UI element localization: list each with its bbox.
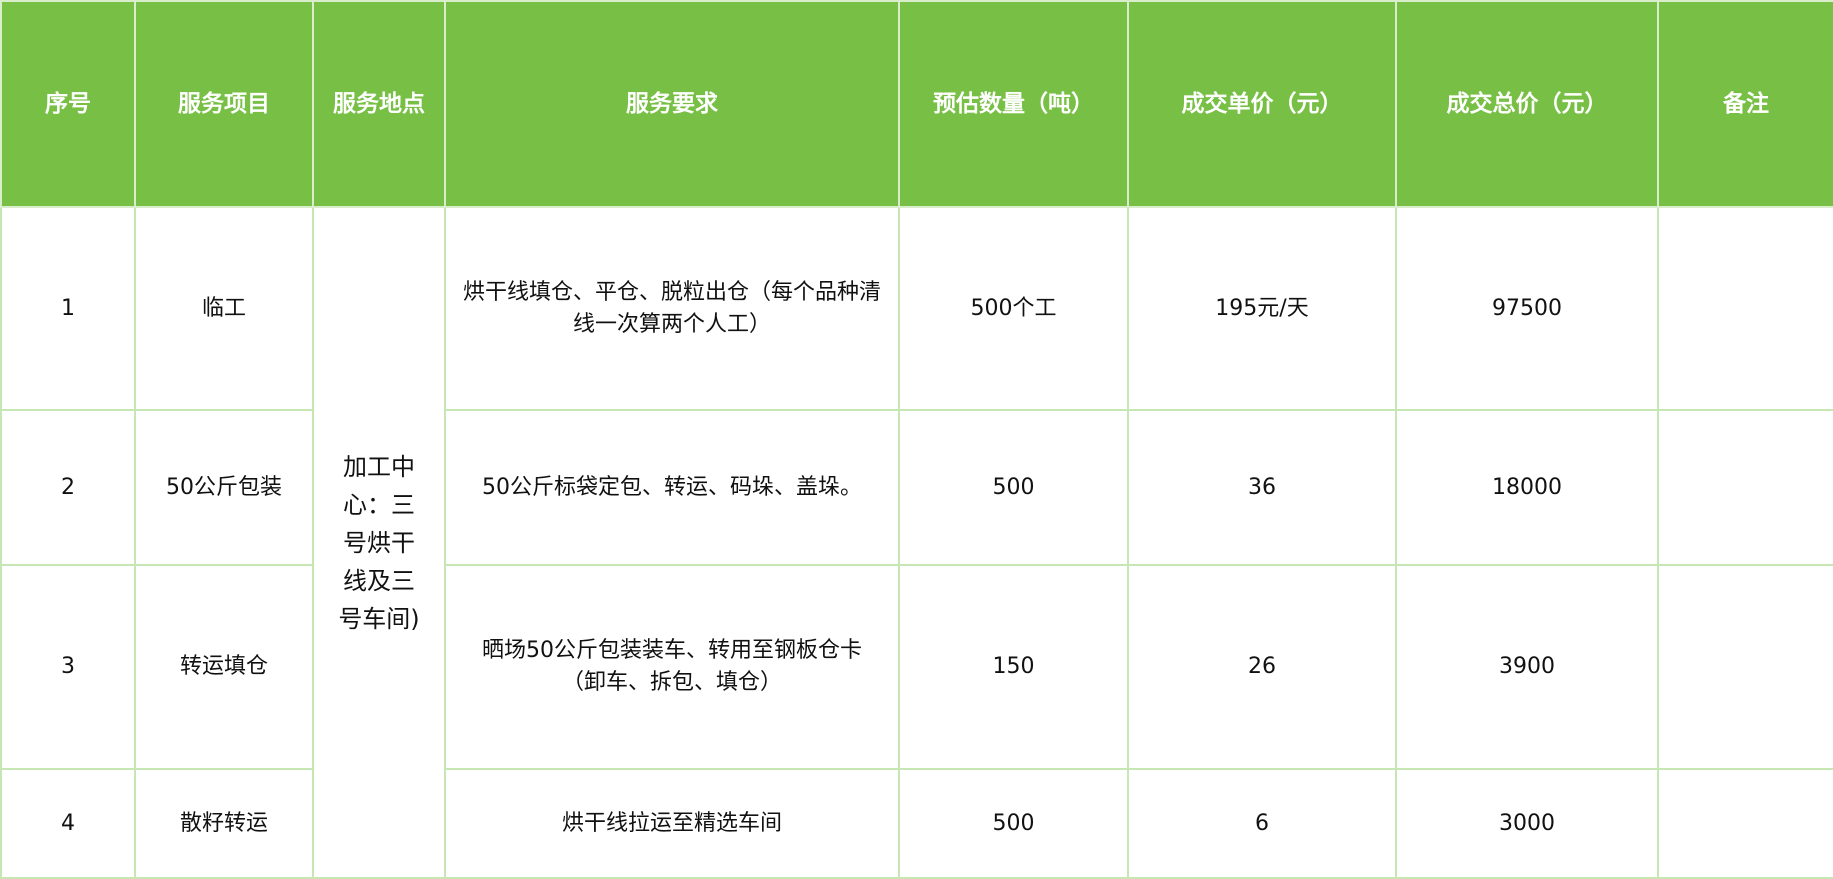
cell-requirement: 50公斤标袋定包、转运、码垛、盖垛。	[444, 409, 900, 566]
header-location: 服务地点	[312, 0, 446, 208]
cell-location: 加工中心：三号烘干线及三号车间)	[312, 206, 446, 879]
cell-item: 50公斤包装	[134, 409, 314, 566]
cell-quantity: 500	[898, 768, 1129, 879]
header-item: 服务项目	[134, 0, 314, 208]
cell-remark	[1657, 409, 1833, 566]
cell-remark	[1657, 206, 1833, 411]
header-total: 成交总价（元）	[1395, 0, 1659, 208]
cell-no: 3	[0, 564, 136, 770]
cell-requirement: 晒场50公斤包装装车、转用至钢板仓卡（卸车、拆包、填仓）	[444, 564, 900, 770]
cell-quantity: 150	[898, 564, 1129, 770]
cell-no: 2	[0, 409, 136, 566]
cell-total: 3900	[1395, 564, 1659, 770]
table-row: 1 临工 加工中心：三号烘干线及三号车间) 烘干线填仓、平仓、脱粒出仓（每个品种…	[0, 206, 1833, 879]
header-quantity: 预估数量（吨）	[898, 0, 1129, 208]
cell-no: 1	[0, 206, 136, 411]
cell-remark	[1657, 768, 1833, 879]
header-unit-price: 成交单价（元）	[1127, 0, 1397, 208]
cell-remark	[1657, 564, 1833, 770]
cell-item: 转运填仓	[134, 564, 314, 770]
cell-no: 4	[0, 768, 136, 879]
cell-quantity: 500	[898, 409, 1129, 566]
table-row: 4 散籽转运 烘干线拉运至精选车间 500 6 3000	[0, 768, 1833, 879]
cell-total: 18000	[1395, 409, 1659, 566]
cell-unit-price: 36	[1127, 409, 1397, 566]
cell-total: 3000	[1395, 768, 1659, 879]
header-remark: 备注	[1657, 0, 1833, 208]
cell-item: 临工	[134, 206, 314, 411]
header-no: 序号	[0, 0, 136, 208]
cell-requirement: 烘干线填仓、平仓、脱粒出仓（每个品种清线一次算两个人工）	[444, 206, 900, 411]
cell-requirement: 烘干线拉运至精选车间	[444, 768, 900, 879]
cell-unit-price: 26	[1127, 564, 1397, 770]
cell-total: 97500	[1395, 206, 1659, 411]
header-requirement: 服务要求	[444, 0, 900, 208]
cell-quantity: 500个工	[898, 206, 1129, 411]
cell-unit-price: 195元/天	[1127, 206, 1397, 411]
table-row: 3 转运填仓 晒场50公斤包装装车、转用至钢板仓卡（卸车、拆包、填仓） 150 …	[0, 564, 1833, 770]
header-row: 序号 服务项目 服务地点 服务要求 预估数量（吨） 成交单价（元） 成交总价（元…	[0, 0, 1833, 208]
cell-unit-price: 6	[1127, 768, 1397, 879]
table-row: 2 50公斤包装 50公斤标袋定包、转运、码垛、盖垛。 500 36 18000	[0, 409, 1833, 566]
cell-item: 散籽转运	[134, 768, 314, 879]
